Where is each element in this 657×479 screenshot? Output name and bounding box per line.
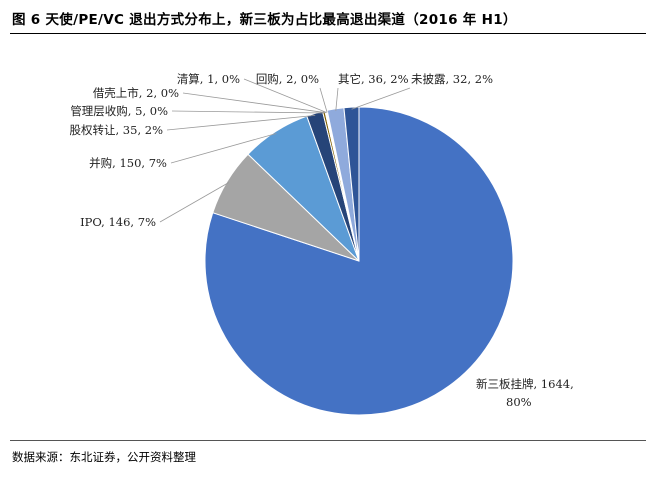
data-label-7: 清算, 1, 0% xyxy=(177,72,240,86)
data-label-4: 股权转让, 35, 2% xyxy=(70,123,164,137)
pie-slice-10 xyxy=(343,106,360,262)
data-label-5: 管理层收购, 5, 0% xyxy=(70,104,168,118)
leader-line-5 xyxy=(171,110,325,114)
leader-line-3 xyxy=(170,133,277,164)
data-labels: 新三板挂牌, 1644, 80% IPO, 146, 7% 并购, 150, 7% 股权… xyxy=(70,72,574,409)
figure-title: 图 6 天使/PE/VC 退出方式分布上，新三板为占比最高退出渠道（2016 年… xyxy=(12,12,517,28)
pie-slices xyxy=(204,106,514,416)
source-note: 数据来源：东北证券，公开资料整理 xyxy=(12,450,196,464)
data-label-2: IPO, 146, 7% xyxy=(80,215,156,229)
leader-line-2 xyxy=(159,182,229,223)
leader-line-8 xyxy=(319,87,328,113)
data-label-6: 借壳上市, 2, 0% xyxy=(93,86,179,100)
title-rule xyxy=(10,33,646,34)
source-rule xyxy=(10,440,646,441)
data-label-10: 未披露, 32, 2% xyxy=(411,72,493,86)
leader-line-10 xyxy=(351,87,411,110)
leader-line-7 xyxy=(243,78,327,113)
data-label-9: 其它, 36, 2% xyxy=(338,72,409,86)
data-label-8: 回购, 2, 0% xyxy=(256,72,319,86)
data-label-1: 新三板挂牌, 1644, 80% xyxy=(476,377,574,409)
leader-line-6 xyxy=(182,92,326,114)
leader-lines xyxy=(159,78,411,223)
leader-line-9 xyxy=(335,87,339,111)
data-label-3: 并购, 150, 7% xyxy=(89,156,167,170)
leader-line-4 xyxy=(166,115,316,131)
